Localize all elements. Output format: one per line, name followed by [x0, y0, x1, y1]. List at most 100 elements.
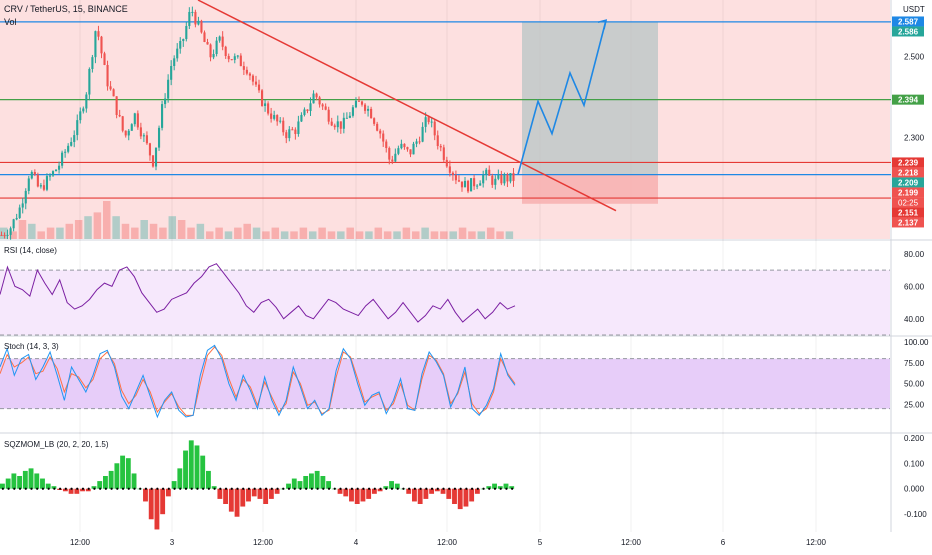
sqzmom-bar: [297, 481, 303, 489]
countdown-label: 02:25: [898, 198, 919, 207]
volume-bar: [215, 227, 223, 239]
time-axis[interactable]: 12:00 3 12:00 4 12:00 5 12:00 6 12:00: [70, 538, 827, 547]
price-badge: [892, 207, 924, 218]
price-badge-label: 2.394: [898, 96, 919, 105]
candle-body: [357, 100, 361, 102]
candle-body: [224, 46, 227, 57]
squeeze-dot: [373, 487, 376, 490]
squeeze-dot: [310, 487, 313, 490]
candle-body: [273, 115, 276, 119]
squeeze-dot: [425, 487, 428, 490]
sqzmom-bar: [349, 488, 354, 502]
candle-body: [67, 145, 70, 152]
candle-body: [91, 57, 94, 69]
projection-path[interactable]: [517, 19, 608, 175]
sqzmom-bar: [160, 488, 166, 515]
volume-bar: [468, 231, 476, 239]
candle-body: [6, 234, 9, 236]
sqzmom-bar: [200, 455, 206, 489]
candle-body: [130, 124, 133, 131]
rsi-line: [0, 263, 516, 323]
volume-bar: [374, 227, 383, 239]
squeeze-dot: [453, 487, 457, 490]
squeeze-dot: [190, 487, 193, 490]
squeeze-dot: [150, 487, 153, 490]
candle-body: [327, 109, 330, 122]
candle-body: [200, 20, 203, 33]
squeeze-dot: [287, 487, 291, 490]
pane-backgrounds: [0, 0, 932, 532]
volume-bar: [37, 231, 45, 239]
candle-body: [279, 120, 282, 122]
candle-body: [242, 66, 245, 70]
candle-body: [288, 129, 291, 139]
long-position-tool[interactable]: [522, 21, 658, 204]
symbol-title: CRV / TetherUS, 15, BINANCE: [4, 4, 128, 14]
candle-body: [291, 129, 294, 131]
candle-body: [185, 25, 188, 40]
squeeze-dot: [362, 487, 365, 490]
squeeze-dot: [127, 487, 130, 490]
volume-bar: [46, 227, 55, 239]
volume-bar: [0, 227, 8, 239]
squeeze-dot: [247, 487, 251, 490]
candle-body: [21, 203, 24, 208]
squeeze-dot: [87, 487, 90, 490]
candle-body: [85, 94, 88, 109]
squeeze-dot: [133, 487, 136, 490]
candle-body: [345, 117, 348, 119]
volume-bar: [505, 231, 514, 239]
candle-body: [106, 64, 109, 87]
squeeze-dot: [339, 487, 342, 490]
candle-body: [51, 171, 55, 176]
volume-bar: [309, 231, 317, 239]
squeeze-dot: [396, 487, 399, 490]
candle-body: [382, 133, 385, 142]
sqzmom-bar: [291, 478, 297, 489]
sqzmom-bar: [246, 488, 251, 502]
sqzmom-tick-label: 0.100: [904, 459, 925, 468]
candle-body: [36, 174, 39, 187]
squeeze-dot: [448, 487, 451, 490]
horizontal-levels[interactable]: [0, 21, 891, 199]
candle-body: [145, 135, 148, 144]
time-tick-label: 4: [354, 538, 359, 547]
volume-bar: [412, 231, 420, 239]
sqzmom-bar: [486, 486, 492, 489]
price-tick-label: 2.300: [904, 134, 925, 143]
volume-bar: [318, 227, 326, 239]
sqzmom-bar: [183, 450, 188, 489]
squeeze-dot: [379, 487, 382, 490]
squeeze-dot: [230, 487, 233, 490]
candle-body: [230, 59, 233, 61]
candle-body: [157, 127, 161, 148]
sqzmom-bar: [206, 470, 211, 489]
candle-body: [54, 169, 58, 172]
time-tick-label: 12:00: [621, 538, 642, 547]
candle-body: [260, 90, 264, 106]
squeeze-dot: [76, 487, 79, 490]
squeeze-dot: [488, 487, 491, 490]
candle-body: [303, 109, 306, 115]
volume-bar: [327, 231, 336, 239]
sqzmom-bar: [360, 488, 366, 502]
candle-body: [497, 174, 500, 179]
candle-body: [445, 159, 448, 167]
price-badge-label: 2.199: [898, 188, 919, 197]
price-axis[interactable]: 2.5002.3002.10080.0060.0040.00100.0075.0…: [892, 16, 929, 519]
squeeze-dot: [264, 487, 268, 490]
volume-bar: [299, 227, 308, 239]
candle-body: [300, 114, 303, 122]
sqzmom-bar: [474, 488, 480, 494]
candle-body: [142, 135, 145, 137]
candle-body: [0, 234, 3, 236]
volume-bar: [224, 231, 233, 239]
trendline-drawing[interactable]: [197, 0, 617, 212]
sqzmom-bar: [343, 488, 349, 497]
candle-body: [167, 79, 170, 99]
squeeze-dot: [459, 487, 462, 490]
sqzmom-bar: [383, 486, 389, 489]
squeeze-dot: [493, 487, 497, 490]
